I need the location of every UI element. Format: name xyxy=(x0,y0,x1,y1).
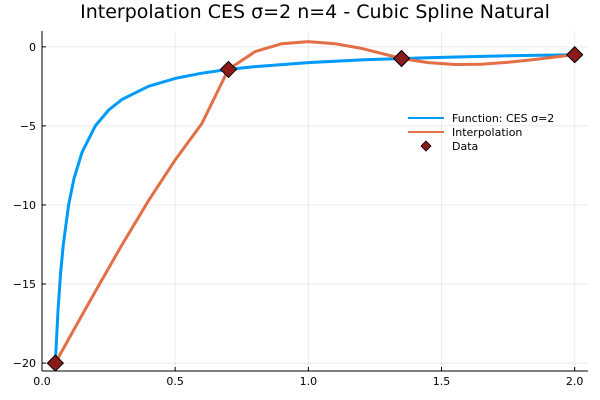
y-tick-label: −5 xyxy=(20,120,36,133)
legend-label-0: Function: CES σ=2 xyxy=(452,112,554,125)
series-line-1 xyxy=(53,40,577,365)
legend-label-2: Data xyxy=(452,140,478,153)
x-tick-label: 1.5 xyxy=(433,375,451,388)
y-tick-label: −20 xyxy=(13,357,36,370)
axes: 0.0 0.5 1.0 1.5 2.0 −20 −15 −10 −5 0 xyxy=(13,31,588,388)
data-point-marker xyxy=(392,49,411,68)
data-point-marker xyxy=(46,354,65,372)
series-line-0 xyxy=(53,53,577,365)
plot-area xyxy=(46,40,584,372)
x-tick-label: 0.0 xyxy=(33,375,51,388)
grid xyxy=(41,31,588,371)
y-tick-label: 0 xyxy=(29,41,36,54)
data-point-marker xyxy=(219,60,238,79)
chart-title: Interpolation CES σ=2 n=4 - Cubic Spline… xyxy=(80,1,550,23)
x-tick-label: 1.0 xyxy=(300,375,318,388)
data-point-marker xyxy=(565,46,584,64)
legend-label-1: Interpolation xyxy=(452,126,522,139)
legend-swatch-2 xyxy=(420,140,432,152)
x-tick-label: 2.0 xyxy=(566,375,584,388)
y-tick-label: −10 xyxy=(13,199,36,212)
y-tick-label: −15 xyxy=(13,278,36,291)
x-tick-label: 0.5 xyxy=(166,375,184,388)
